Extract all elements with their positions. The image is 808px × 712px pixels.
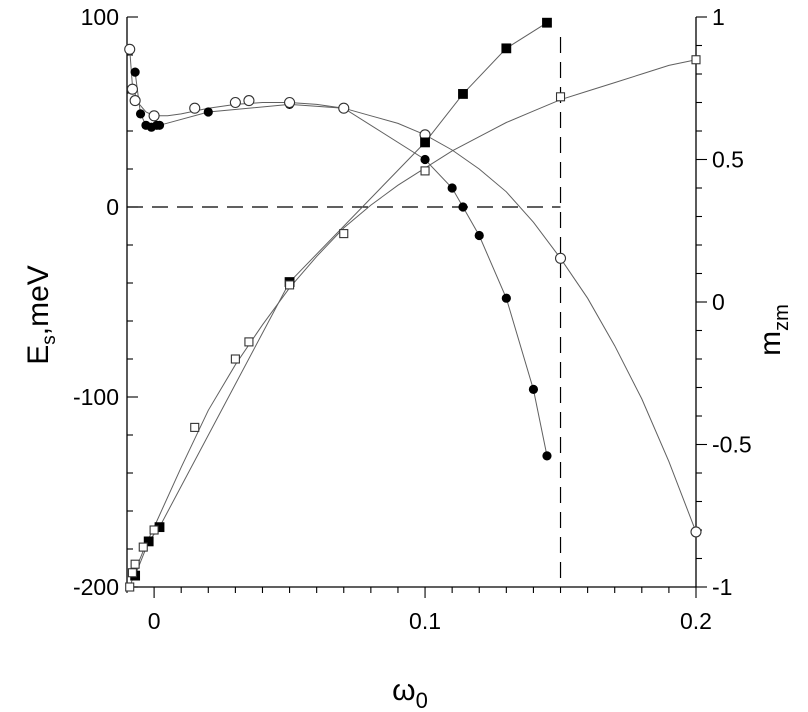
- filled-circle-point: [135, 109, 146, 119]
- filled-circle-point: [447, 183, 457, 193]
- filled-circle-point: [154, 120, 165, 130]
- open-square-point: [230, 354, 240, 364]
- filled-square-point: [542, 17, 552, 28]
- open-circle-point: [126, 83, 138, 95]
- open-circle-point: [124, 43, 136, 55]
- filled-circle-point: [474, 230, 484, 241]
- open-square-point: [138, 542, 148, 552]
- open-circle-point: [243, 95, 255, 107]
- y-left-tick-label: 100: [81, 4, 119, 30]
- open-square-point: [130, 559, 140, 569]
- filled-circle-point: [542, 451, 552, 461]
- open-circle-point: [129, 95, 141, 107]
- y-right-tick-label: 1: [712, 4, 725, 30]
- open-circle-point: [229, 96, 241, 109]
- open-circle-point: [690, 526, 702, 538]
- axes: [126, 16, 707, 598]
- y-right-tick-label: 0: [712, 289, 725, 315]
- y-right-tick-label: -1: [712, 574, 732, 600]
- series-open-circle-line: [129, 49, 697, 533]
- open-square-point: [190, 422, 200, 432]
- filled-square-point: [143, 536, 154, 547]
- y-left-tick-label: 0: [106, 194, 119, 220]
- filled-circle-point: [130, 67, 140, 77]
- y-left-tick-label: -200: [73, 574, 119, 600]
- open-square-point: [691, 55, 701, 65]
- y-left-title-main: E: [22, 345, 55, 365]
- open-square-point: [244, 337, 254, 347]
- series-open-square-line: [129, 59, 697, 588]
- open-square-point: [149, 525, 159, 535]
- y-right-title-main: m: [754, 331, 787, 356]
- x-tick-label: 0.1: [409, 608, 441, 634]
- open-circle-point: [148, 110, 160, 122]
- y-right-axis-title: mzm: [754, 304, 793, 356]
- series-filled-circle-line: [134, 72, 548, 457]
- filled-square-point: [420, 137, 430, 148]
- x-tick-label: 0: [148, 608, 161, 634]
- open-square-point: [285, 280, 295, 290]
- filled-square-point: [458, 89, 468, 99]
- open-circle-point: [284, 96, 296, 109]
- y-left-tick-label: -100: [73, 384, 119, 410]
- open-circle-point: [554, 252, 567, 264]
- y-right-tick-label: -0.5: [712, 432, 752, 458]
- tick-labels: 100 0 -100 -200 1 0.5 0 -0.5 -1 0 0.1 0.2: [73, 4, 752, 634]
- y-right-tick-label: 0.5: [712, 147, 744, 173]
- open-square-point: [339, 229, 349, 239]
- filled-circle-point: [458, 202, 468, 212]
- x-title-main: ω: [392, 674, 415, 707]
- open-square-point: [555, 92, 566, 102]
- y-left-title-rest: ,meV: [22, 265, 55, 335]
- y-right-title-sub: zm: [771, 304, 793, 331]
- y-left-axis-title: Es,meV: [22, 265, 60, 365]
- open-square-point: [420, 166, 430, 176]
- x-title-sub: 0: [416, 688, 428, 712]
- data-markers: [124, 17, 702, 592]
- fitted-curves: [129, 22, 697, 588]
- filled-circle-point: [501, 293, 511, 303]
- x-tick-label: 0.2: [680, 608, 712, 634]
- open-circle-point: [189, 102, 201, 114]
- x-axis-title: ω0: [392, 674, 428, 712]
- filled-circle-point: [420, 154, 430, 165]
- open-square-point: [127, 568, 137, 578]
- open-square-point: [125, 582, 135, 592]
- y-left-title-sub: s: [39, 335, 60, 345]
- filled-circle-point: [528, 384, 539, 394]
- reference-lines: [127, 37, 562, 587]
- filled-circle-point: [203, 107, 213, 117]
- filled-square-point: [501, 43, 512, 54]
- open-circle-point: [338, 102, 350, 114]
